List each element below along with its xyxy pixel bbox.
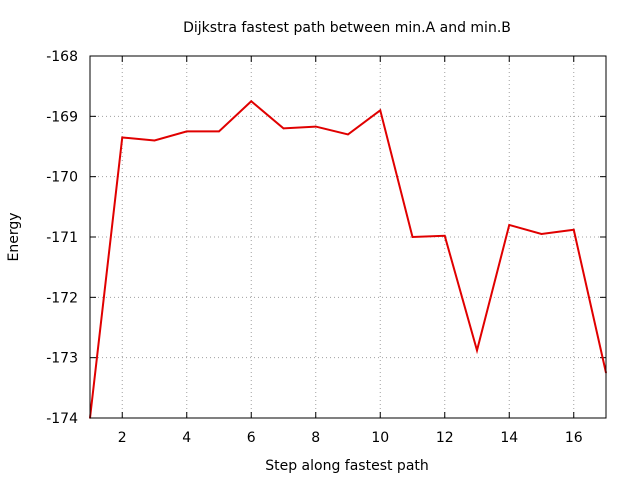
y-tick-label: -170: [46, 170, 78, 186]
x-tick-label: 10: [371, 430, 389, 446]
plot-frame: [89, 55, 607, 419]
data-point: [250, 100, 253, 103]
chart-title: Dijkstra fastest path between min.A and …: [183, 20, 511, 36]
data-point: [540, 233, 543, 235]
y-tick-label: -169: [46, 109, 78, 125]
data-point: [121, 136, 124, 139]
y-tick-label: -172: [46, 290, 78, 306]
ticks: 2 4 6 8 10 12 14 16 -174 -173 -172 -171 -170 -169 -168: [46, 49, 606, 446]
x-tick-label: 8: [311, 430, 320, 446]
data-point: [443, 234, 446, 237]
y-tick-label: -168: [46, 49, 78, 65]
data-point: [476, 349, 478, 352]
data-point: [508, 224, 511, 226]
data-point: [185, 130, 188, 133]
series-layer: [89, 99, 607, 419]
series-line: [89, 99, 607, 419]
x-tick-label: 12: [436, 430, 454, 446]
x-tick-label: 14: [500, 430, 518, 446]
y-tick-label: -171: [46, 230, 78, 246]
grid: [90, 55, 606, 419]
data-point: [282, 127, 285, 130]
x-tick-label: 6: [247, 430, 256, 446]
data-point: [314, 125, 317, 128]
y-tick-label: -173: [46, 351, 78, 367]
data-point: [218, 130, 220, 133]
data-point: [347, 133, 349, 136]
x-tick-label: 16: [565, 430, 583, 446]
y-tick-label: -174: [46, 411, 78, 427]
y-axis-label: Energy: [6, 212, 22, 261]
data-point: [411, 236, 414, 238]
x-tick-label: 4: [182, 430, 191, 446]
x-axis-label: Step along fastest path: [265, 458, 429, 474]
data-point: [379, 109, 382, 112]
data-point: [153, 139, 156, 142]
data-point: [572, 228, 575, 231]
x-tick-label: 2: [118, 430, 127, 446]
